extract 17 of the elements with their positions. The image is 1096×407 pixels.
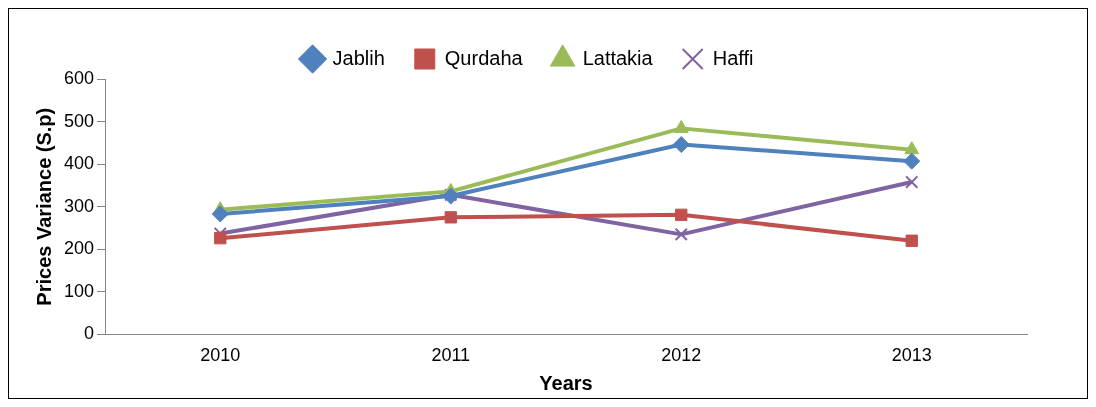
y-tick-label: 400 [63, 153, 95, 174]
y-tick-label: 200 [63, 238, 95, 259]
x-tick-label: 2012 [661, 345, 702, 366]
x-tick-label: 2010 [200, 345, 241, 366]
legend-label: Haffi [712, 46, 754, 69]
x-tick-label: 2011 [431, 345, 471, 366]
y-tick-label: 500 [63, 110, 95, 131]
x-axis-title: Years [539, 371, 593, 394]
legend-label: Qurdaha [444, 46, 524, 69]
x-tick-label: 2013 [891, 345, 932, 366]
y-tick-label: 100 [63, 280, 95, 301]
y-tick-label: 600 [63, 67, 95, 88]
y-axis-title: Prices Variance (S.p) [32, 107, 55, 306]
legend-label: Lattakia [582, 46, 654, 69]
y-tick-label: 300 [63, 195, 95, 216]
y-tick-label: 0 [84, 323, 95, 344]
legend-label: Jablih [332, 46, 385, 69]
